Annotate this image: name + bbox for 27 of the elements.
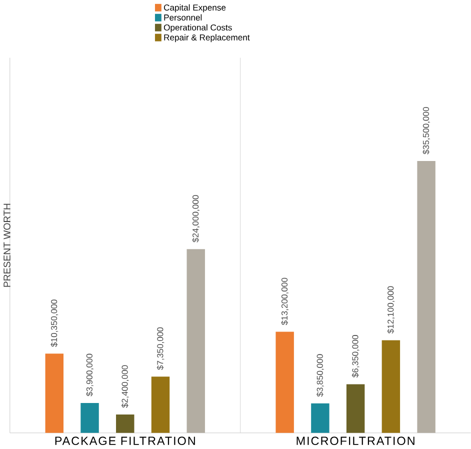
y-axis-title: PRESENT WORTH [4,204,10,287]
legend-label: Operational Costs [164,24,232,32]
data-label: $2,400,000 [121,365,129,408]
data-label: $12,100,000 [387,286,395,334]
bar [346,384,365,434]
data-label: $3,850,000 [316,354,324,397]
bar [116,414,134,434]
bar [382,340,400,434]
legend-label: Capital Expense [164,4,226,12]
legend-label: Repair & Replacement [164,34,250,42]
bar [417,161,436,434]
bar [80,403,99,434]
data-label: $13,200,000 [281,278,289,326]
bar [311,404,330,434]
bar [276,332,294,434]
bar [186,249,205,434]
legend-label: Personnel [164,14,202,21]
bar [151,376,170,434]
bar [45,354,64,434]
x-tick-label: PACKAGE FILTRATION [55,436,195,446]
data-label: $6,350,000 [352,335,360,378]
data-label: $24,000,000 [192,195,200,243]
data-label: $3,900,000 [86,354,94,396]
data-label: $10,350,000 [50,300,58,348]
data-label: $35,500,000 [422,107,430,155]
x-tick-label: MICROFILTRATION [296,436,414,446]
data-label: $7,350,000 [156,328,164,370]
